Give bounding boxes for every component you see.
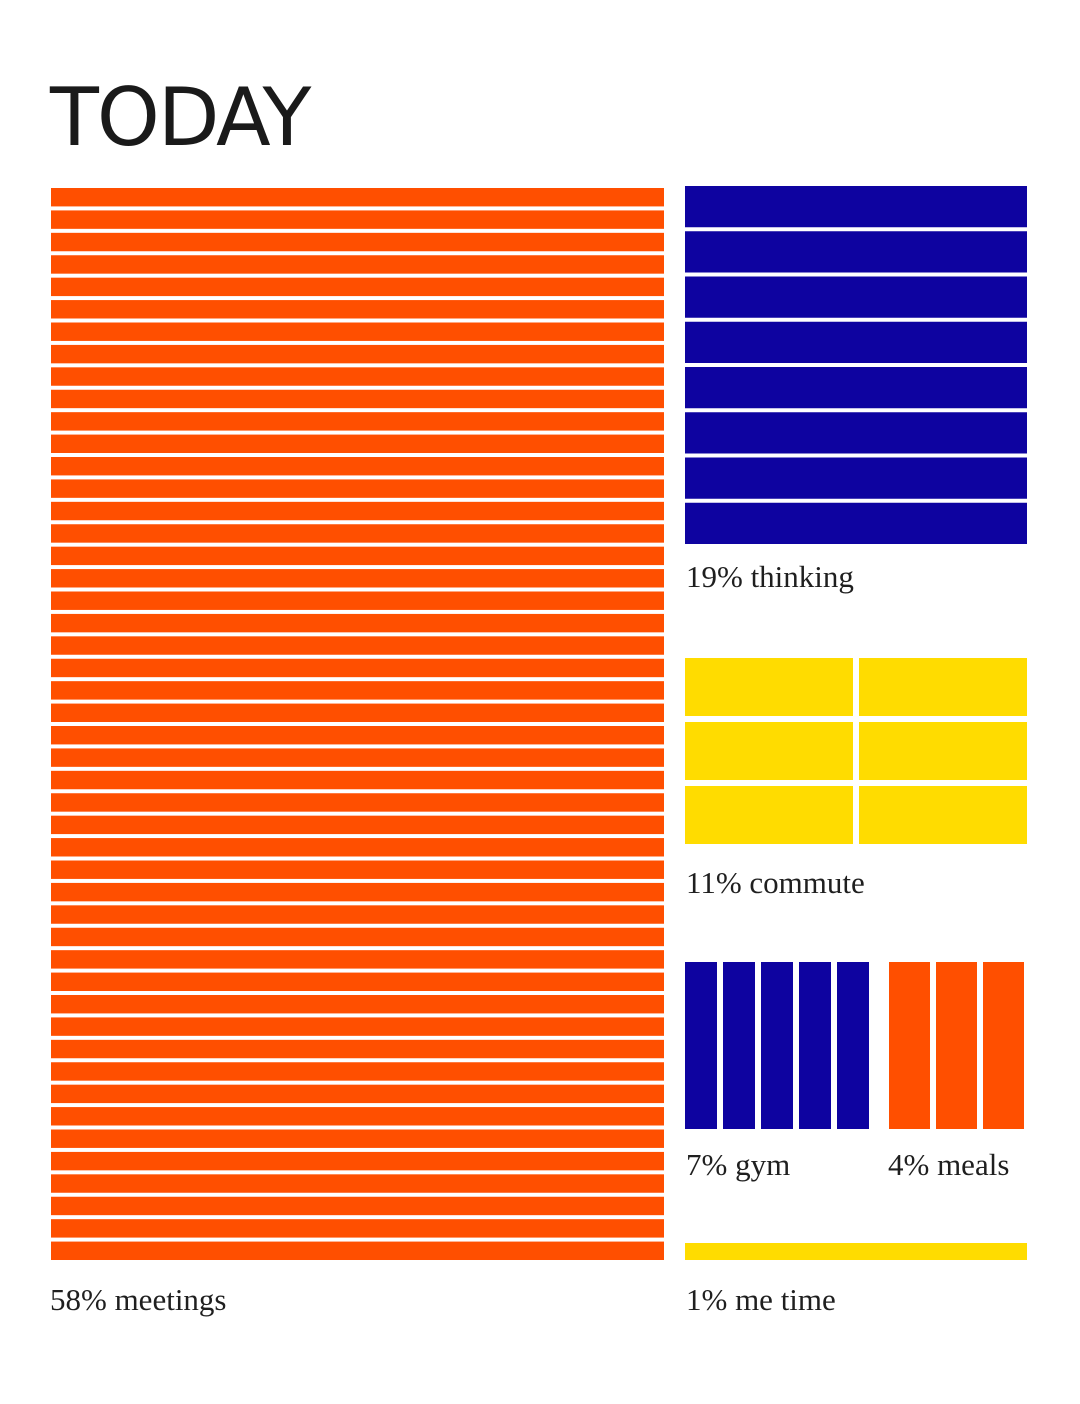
meetings-block: [51, 613, 664, 633]
gym-block: [837, 962, 869, 1129]
meetings-block: [51, 1129, 664, 1148]
meetings-block: [51, 972, 664, 991]
label-commute: 11% commute: [686, 865, 865, 900]
meals-block: [983, 962, 1024, 1129]
meetings-block: [51, 546, 664, 566]
thinking-block: [685, 321, 1027, 363]
meetings-block: [51, 367, 664, 386]
commute-block: [685, 722, 853, 780]
meetings-block: [51, 1241, 664, 1260]
thinking-block: [685, 276, 1027, 318]
commute-block: [859, 786, 1027, 844]
meetings-block: [51, 344, 664, 364]
gym-block: [761, 962, 793, 1129]
thinking-block: [685, 502, 1027, 544]
label-thinking: 19% thinking: [686, 559, 854, 594]
meetings-block: [51, 412, 664, 431]
commute-block: [859, 658, 1027, 716]
meetings-block: [51, 793, 664, 812]
gym-block: [685, 962, 717, 1129]
commute-block: [685, 658, 853, 716]
meetings-block: [51, 770, 664, 790]
meetings-block: [51, 479, 664, 498]
meetings-block: [51, 457, 664, 476]
meetings-block: [51, 1084, 664, 1104]
meetings-group: [51, 188, 664, 1260]
meetings-block: [51, 501, 664, 521]
meetings-block: [51, 636, 664, 655]
meetings-block: [51, 277, 664, 297]
meetings-block: [51, 748, 664, 767]
meetings-block: [51, 1196, 664, 1216]
meetings-block: [51, 188, 664, 207]
meetings-block: [51, 1039, 664, 1059]
label-me-time: 1% me time: [686, 1282, 836, 1317]
meetings-block: [51, 591, 664, 610]
commute-block: [859, 722, 1027, 780]
label-meetings: 58% meetings: [50, 1282, 227, 1317]
gym-group: [685, 962, 869, 1129]
thinking-group: [685, 186, 1027, 544]
meals-group: [889, 962, 1024, 1129]
thinking-block: [685, 412, 1027, 454]
label-gym: 7% gym: [686, 1147, 790, 1182]
meals-block: [889, 962, 930, 1129]
meetings-block: [51, 927, 664, 947]
meetings-block: [51, 838, 664, 857]
meetings-block: [51, 1062, 664, 1081]
meetings-block: [51, 726, 664, 745]
meetings-block: [51, 882, 664, 902]
meetings-block: [51, 1219, 664, 1238]
commute-group: [685, 658, 1027, 844]
meetings-block: [51, 434, 664, 453]
thinking-block: [685, 231, 1027, 273]
meals-block: [936, 962, 977, 1129]
meetings-block: [51, 703, 664, 722]
meetings-block: [51, 1017, 664, 1036]
meetings-block: [51, 232, 664, 252]
meetings-block: [51, 681, 664, 700]
meetings-block: [51, 389, 664, 409]
meetings-block: [51, 860, 664, 879]
meetings-block: [51, 569, 664, 588]
me-time-block: [685, 1243, 1027, 1260]
meetings-block: [51, 322, 664, 341]
me-time-group: [685, 1243, 1027, 1260]
meetings-block: [51, 658, 664, 678]
gym-block: [799, 962, 831, 1129]
chart-title: TODAY: [50, 71, 311, 164]
meetings-block: [51, 995, 664, 1014]
commute-block: [685, 786, 853, 844]
gym-block: [723, 962, 755, 1129]
thinking-block: [685, 367, 1027, 409]
meetings-block: [51, 255, 664, 274]
meetings-block: [51, 1174, 664, 1193]
meetings-block: [51, 300, 664, 319]
meetings-block: [51, 210, 664, 229]
meetings-block: [51, 815, 664, 835]
meetings-block: [51, 1107, 664, 1126]
meetings-block: [51, 950, 664, 969]
thinking-block: [685, 457, 1027, 499]
thinking-block: [685, 186, 1027, 228]
meetings-block: [51, 524, 664, 543]
meetings-block: [51, 1151, 664, 1171]
label-meals: 4% meals: [888, 1147, 1009, 1182]
meetings-block: [51, 905, 664, 924]
